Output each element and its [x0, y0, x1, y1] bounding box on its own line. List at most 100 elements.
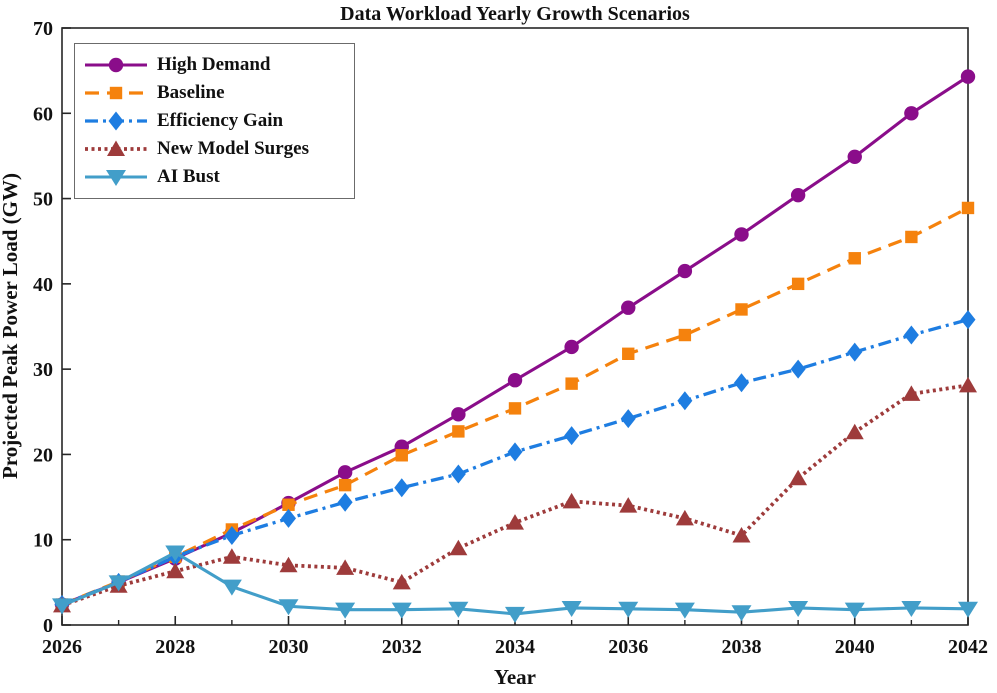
triangle-up-marker	[562, 492, 581, 509]
legend: High Demand Baseline Efficiency Gain New Mo…	[74, 43, 355, 199]
x-tick-label: 2030	[269, 636, 309, 658]
y-tick-label: 60	[33, 103, 53, 125]
x-tick-label: 2032	[382, 636, 422, 658]
triangle-up-marker	[789, 469, 808, 486]
diamond-marker	[960, 310, 976, 330]
circle-marker	[507, 373, 523, 388]
diamond-marker	[337, 492, 353, 512]
triangle-down-marker	[52, 598, 72, 615]
square-marker	[109, 86, 123, 100]
triangle-up-marker	[222, 548, 241, 564]
triangle-up-marker	[959, 376, 977, 393]
circle-marker	[904, 106, 919, 121]
triangle-up-marker	[392, 573, 411, 590]
triangle-up-marker	[279, 556, 298, 573]
legend-item-new-model-surges: New Model Surges	[83, 135, 344, 163]
diamond-marker	[790, 359, 806, 379]
triangle-down-marker	[561, 600, 582, 617]
series-efficiency-gain	[54, 310, 976, 615]
x-axis-label: Year	[494, 665, 536, 689]
triangle-up-marker	[336, 559, 355, 575]
square-marker	[452, 425, 465, 438]
diamond-marker	[394, 478, 410, 498]
triangle-up-marker	[449, 539, 468, 556]
x-tick-label: 2042	[948, 636, 988, 658]
triangle-down-marker	[221, 579, 242, 596]
triangle-down-marker	[106, 170, 126, 186]
y-tick-label: 70	[33, 18, 53, 40]
x-tick-label: 2038	[722, 636, 762, 658]
triangle-down-marker	[844, 602, 865, 619]
triangle-up-marker	[107, 140, 125, 156]
triangle-up-marker	[902, 385, 921, 401]
legend-sample-square	[85, 86, 147, 100]
triangle-down-marker	[108, 575, 129, 592]
diamond-marker	[564, 426, 580, 446]
chart-title: Data Workload Yearly Growth Scenarios	[340, 3, 690, 25]
y-tick-label: 10	[33, 530, 53, 552]
legend-label: New Model Surges	[157, 138, 309, 159]
triangle-up-marker	[675, 509, 694, 526]
triangle-down-marker	[901, 600, 922, 617]
circle-marker	[960, 69, 976, 84]
triangle-down-marker	[618, 601, 639, 618]
circle-marker	[451, 407, 466, 422]
diamond-marker	[450, 464, 466, 484]
y-tick-label: 0	[43, 615, 53, 637]
square-marker	[622, 347, 635, 360]
diamond-marker	[677, 391, 693, 411]
triangle-down-marker	[335, 602, 356, 619]
triangle-up-marker	[845, 423, 864, 440]
diamond-marker	[224, 525, 240, 545]
y-tick-label: 40	[33, 274, 53, 296]
legend-label: AI Bust	[157, 166, 220, 187]
square-marker	[395, 449, 408, 462]
square-marker	[282, 498, 295, 511]
square-marker	[735, 303, 748, 316]
circle-marker	[790, 187, 806, 203]
square-marker	[905, 230, 918, 244]
diamond-marker	[620, 409, 636, 429]
axes: 2026 2028 2030 2032 2034 2036 2038 2040 20420102…	[33, 18, 988, 658]
diamond-marker	[903, 325, 919, 345]
legend-item-baseline: Baseline	[83, 79, 344, 107]
triangle-up-marker	[619, 497, 638, 513]
triangle-up-marker	[732, 526, 751, 543]
triangle-up-marker	[166, 562, 185, 579]
diamond-marker	[281, 508, 296, 528]
legend-sample-triangle-down	[85, 170, 147, 186]
data-series	[52, 69, 978, 623]
circle-marker	[677, 263, 693, 279]
square-marker	[565, 377, 578, 390]
circle-marker	[564, 339, 579, 355]
x-tick-label: 2034	[495, 636, 535, 658]
square-marker	[678, 328, 692, 342]
triangle-down-marker	[505, 606, 525, 623]
x-tick-label: 2026	[42, 636, 82, 658]
x-tick-label: 2040	[835, 636, 875, 658]
series-new-model-surges	[53, 376, 977, 613]
circle-marker	[337, 465, 353, 480]
y-tick-label: 20	[33, 444, 53, 466]
y-tick-label: 50	[33, 189, 53, 211]
legend-sample-diamond	[85, 111, 147, 131]
y-tick-label: 30	[33, 359, 53, 381]
legend-sample-triangle-up	[85, 140, 147, 156]
legend-item-efficiency-gain: Efficiency Gain	[83, 107, 344, 135]
legend-label: Efficiency Gain	[157, 110, 284, 131]
circle-marker	[621, 300, 636, 315]
triangle-up-marker	[506, 514, 524, 530]
legend-sample-circle	[85, 57, 147, 73]
square-marker	[508, 402, 522, 415]
series-line	[61, 318, 969, 607]
square-marker	[791, 277, 805, 291]
series-line	[61, 383, 969, 608]
square-marker	[961, 201, 975, 215]
triangle-down-marker	[165, 545, 186, 562]
diamond-marker	[108, 111, 124, 131]
triangle-down-marker	[674, 602, 695, 619]
circle-marker	[108, 57, 124, 73]
legend-label: Baseline	[157, 82, 225, 103]
